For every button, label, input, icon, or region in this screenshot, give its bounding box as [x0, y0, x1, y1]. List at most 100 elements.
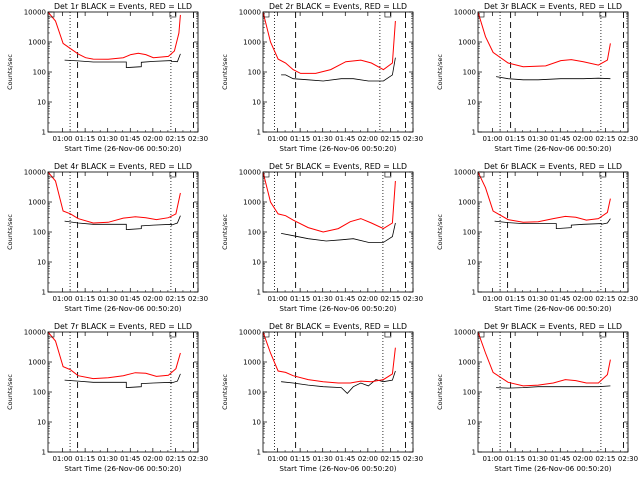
plot-frame	[477, 11, 629, 133]
x-tick-label: 01:00	[52, 295, 72, 303]
x-tick-label: 02:00	[358, 135, 378, 143]
x-tick-label: 02:00	[573, 295, 593, 303]
x-tick-label: 01:30	[313, 135, 333, 143]
x-tick-label: 01:15	[505, 455, 525, 463]
lld-series-line	[263, 172, 396, 233]
panel-2: Det 2r BLACK = Events, RED = LLD Counts/s…	[221, 2, 423, 153]
y-tick-label: 1000	[243, 39, 261, 47]
y-tick-label: 1	[472, 289, 476, 297]
x-tick-label: 01:30	[313, 455, 333, 463]
panel-title: Det 7r BLACK = Events, RED = LLD	[54, 322, 192, 331]
events-series-line	[64, 53, 181, 69]
flag-marker	[384, 171, 392, 178]
events-series-line	[494, 218, 611, 230]
x-tick-label: 02:30	[618, 455, 638, 463]
y-tick-label: 1000	[458, 39, 476, 47]
x-tick-label: 01:15	[505, 135, 525, 143]
y-tick-label: 10000	[24, 169, 46, 177]
events-series-line	[496, 385, 611, 389]
x-tick-label: 02:00	[143, 135, 163, 143]
y-axis-label: Counts/sec	[221, 54, 229, 90]
x-tick-label: 01:15	[290, 135, 310, 143]
x-tick-label: 02:15	[380, 455, 400, 463]
y-axis-label: Counts/sec	[221, 214, 229, 250]
events-series-line	[281, 370, 396, 394]
x-tick-label: 02:00	[358, 295, 378, 303]
y-tick-label: 1	[257, 449, 261, 457]
events-series-line	[281, 222, 396, 243]
x-tick-label: 02:15	[595, 455, 615, 463]
y-tick-label: 100	[463, 229, 476, 237]
plot-frame	[477, 171, 629, 293]
x-tick-label: 01:30	[528, 135, 548, 143]
y-tick-label: 1	[472, 449, 476, 457]
panel-7: Det 7r BLACK = Events, RED = LLD Counts/s…	[6, 322, 208, 473]
panel-title: Det 1r BLACK = Events, RED = LLD	[54, 2, 192, 11]
x-axis-label: Start Time (26-Nov-06 00:50:20)	[494, 144, 611, 153]
y-axis-label: Counts/sec	[6, 54, 14, 90]
panel-title: Det 9r BLACK = Events, RED = LLD	[484, 322, 622, 331]
panel-3: Det 3r BLACK = Events, RED = LLD Counts/s…	[436, 2, 638, 153]
x-axis-label: Start Time (26-Nov-06 00:50:20)	[279, 304, 396, 313]
y-tick-label: 10000	[24, 329, 46, 337]
x-tick-label: 01:30	[98, 295, 118, 303]
events-series-line	[64, 373, 181, 389]
y-tick-label: 10	[37, 259, 46, 267]
lld-series-line	[48, 172, 181, 224]
x-tick-label: 01:30	[98, 455, 118, 463]
y-axis-label: Counts/sec	[6, 374, 14, 410]
plot-frame	[477, 331, 629, 453]
x-tick-label: 02:30	[188, 295, 208, 303]
x-tick-label: 01:45	[120, 295, 140, 303]
y-axis-label: Counts/sec	[436, 214, 444, 250]
y-tick-label: 100	[33, 229, 46, 237]
x-tick-label: 02:15	[165, 455, 185, 463]
x-tick-label: 01:00	[52, 135, 72, 143]
x-tick-label: 02:30	[618, 295, 638, 303]
x-tick-label: 01:00	[52, 455, 72, 463]
x-tick-label: 01:45	[335, 295, 355, 303]
y-tick-label: 100	[248, 69, 261, 77]
flag-marker	[384, 11, 392, 18]
lld-series-line	[478, 12, 611, 68]
x-axis-label: Start Time (26-Nov-06 00:50:20)	[279, 464, 396, 473]
x-tick-label: 01:00	[482, 295, 502, 303]
x-tick-label: 01:30	[528, 455, 548, 463]
x-tick-label: 02:00	[358, 455, 378, 463]
x-tick-label: 01:45	[550, 295, 570, 303]
y-axis-label: Counts/sec	[6, 214, 14, 250]
plot-frame	[47, 11, 199, 133]
y-tick-label: 1000	[28, 359, 46, 367]
y-tick-label: 1000	[28, 199, 46, 207]
y-tick-label: 10000	[454, 9, 476, 17]
y-tick-label: 10000	[239, 169, 261, 177]
x-tick-label: 02:15	[595, 295, 615, 303]
x-tick-label: 02:30	[188, 135, 208, 143]
x-tick-label: 01:15	[75, 295, 95, 303]
plot-frame	[262, 331, 414, 453]
x-tick-label: 01:00	[267, 135, 287, 143]
x-tick-label: 01:45	[550, 135, 570, 143]
panel-title: Det 6r BLACK = Events, RED = LLD	[484, 162, 622, 171]
panel-title: Det 3r BLACK = Events, RED = LLD	[484, 2, 622, 11]
panel-6: Det 6r BLACK = Events, RED = LLD Counts/s…	[436, 162, 638, 313]
events-series-line	[496, 76, 611, 81]
x-tick-label: 02:30	[188, 455, 208, 463]
x-axis-label: Start Time (26-Nov-06 00:50:20)	[494, 464, 611, 473]
x-tick-label: 02:30	[618, 135, 638, 143]
lld-series-line	[478, 172, 611, 223]
x-tick-label: 02:00	[143, 455, 163, 463]
x-tick-label: 01:45	[550, 455, 570, 463]
x-tick-label: 01:15	[75, 135, 95, 143]
y-tick-label: 10000	[239, 329, 261, 337]
panel-title: Det 5r BLACK = Events, RED = LLD	[269, 162, 407, 171]
x-tick-label: 02:15	[595, 135, 615, 143]
x-tick-label: 02:15	[165, 135, 185, 143]
x-tick-label: 02:00	[143, 295, 163, 303]
y-tick-label: 10	[467, 259, 476, 267]
plot-frame	[262, 171, 414, 293]
panel-1: Det 1r BLACK = Events, RED = LLD Counts/s…	[6, 2, 208, 153]
panel-title: Det 2r BLACK = Events, RED = LLD	[269, 2, 407, 11]
x-tick-label: 01:00	[482, 135, 502, 143]
